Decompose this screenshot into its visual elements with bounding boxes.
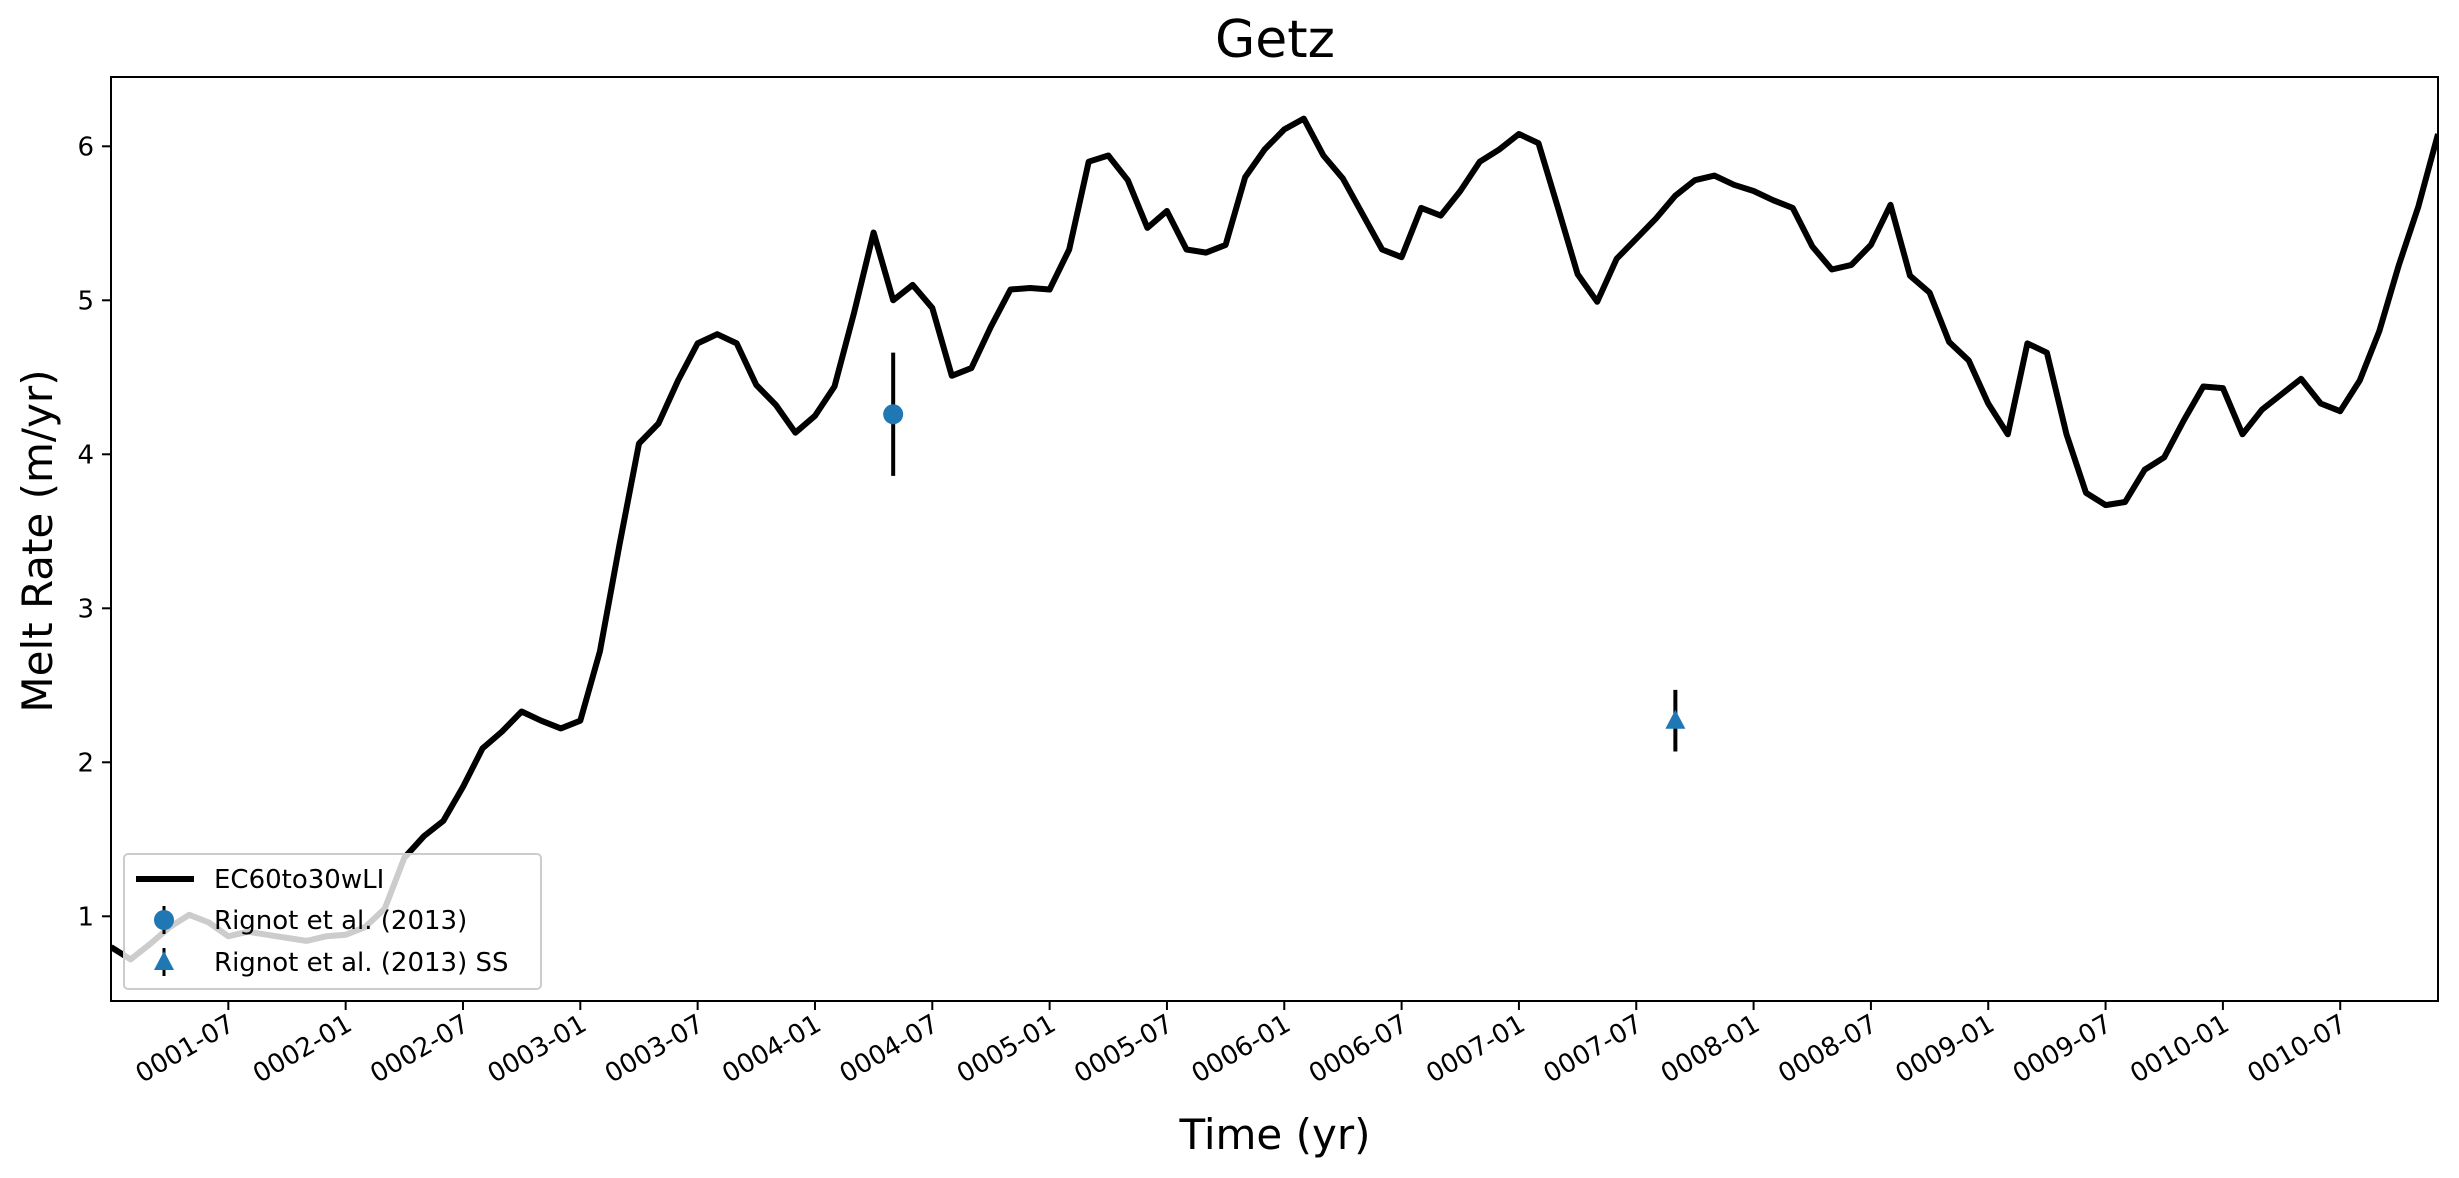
y-tick-label: 6: [77, 132, 94, 162]
chart-title: Getz: [1215, 10, 1335, 70]
y-tick-label: 1: [77, 902, 94, 932]
plot-frame: [110, 76, 2439, 1002]
y-tick-label: 4: [77, 440, 94, 470]
plot-area: [111, 115, 2438, 963]
legend-label: EC60to30wLI: [214, 865, 384, 895]
legend-box: [123, 853, 542, 990]
legend-label: Rignot et al. (2013) SS: [214, 948, 509, 978]
x-axis-label: Time (yr): [1178, 1110, 1370, 1159]
ec60to30wli-line: [111, 115, 2438, 963]
legend: EC60to30wLI Rignot et al. (2013) Rignot et…: [123, 853, 542, 990]
y-tick-label: 2: [77, 748, 94, 778]
y-axis-label: Melt Rate (m/yr): [13, 369, 62, 712]
rignot-2013-ss-marker: [1665, 709, 1686, 729]
y-axis-ticks: 1 2 3 4 5 6: [77, 132, 111, 932]
legend-label: Rignot et al. (2013): [214, 906, 467, 936]
rignot-2013-marker: [883, 404, 904, 425]
y-tick-label: 5: [77, 286, 94, 316]
y-tick-label: 3: [77, 594, 94, 624]
legend-circle-marker: [154, 910, 174, 930]
legend-triangle-marker: [154, 951, 174, 970]
